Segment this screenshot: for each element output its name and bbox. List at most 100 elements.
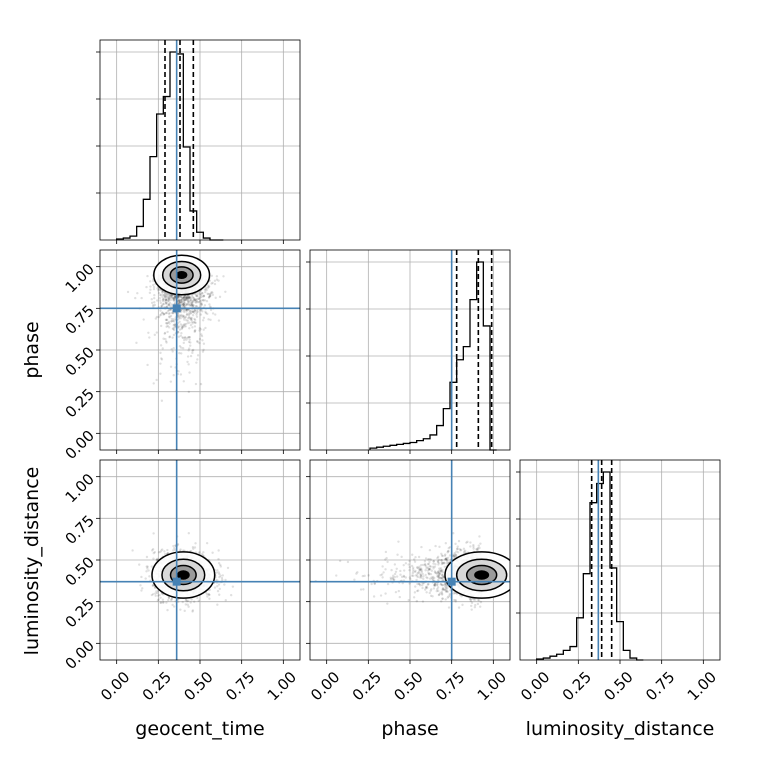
- scatter-point: [413, 570, 417, 574]
- scatter-point: [217, 549, 220, 552]
- scatter-point: [441, 588, 444, 591]
- scatter-point: [172, 297, 175, 300]
- scatter-point: [433, 565, 437, 568]
- scatter-point: [477, 544, 480, 547]
- scatter-point: [145, 570, 148, 573]
- scatter-point: [168, 322, 171, 325]
- scatter-point: [445, 558, 448, 562]
- scatter-point: [414, 569, 417, 573]
- scatter-point: [412, 558, 416, 561]
- scatter-point: [195, 361, 198, 364]
- scatter-point: [418, 565, 421, 568]
- scatter-point: [395, 575, 399, 578]
- ylabel-phase: phase: [21, 321, 43, 378]
- scatter-point: [209, 292, 213, 295]
- scatter-point: [159, 362, 162, 365]
- scatter-point: [198, 327, 202, 330]
- scatter-point: [404, 576, 408, 579]
- scatter-point: [431, 578, 435, 581]
- scatter-point: [415, 578, 418, 582]
- scatter-point: [182, 315, 186, 318]
- scatter-point: [164, 295, 167, 298]
- scatter-point: [149, 280, 152, 283]
- scatter-point: [193, 317, 196, 321]
- scatter-point: [186, 295, 189, 299]
- scatter-point: [420, 563, 423, 567]
- scatter-point: [167, 598, 170, 602]
- contour-level-3: [175, 270, 188, 280]
- scatter-point: [163, 331, 167, 335]
- scatter-point: [441, 586, 445, 590]
- scatter-point: [183, 304, 186, 308]
- truth-marker: [172, 304, 181, 313]
- scatter-point: [211, 281, 214, 285]
- scatter-point: [181, 325, 184, 328]
- scatter-point: [186, 296, 189, 300]
- scatter-point: [453, 591, 456, 595]
- scatter-point: [402, 574, 406, 578]
- scatter-point: [416, 572, 419, 575]
- scatter-point: [442, 579, 446, 582]
- scatter-point: [191, 326, 194, 329]
- scatter-point: [425, 591, 428, 594]
- scatter-point: [208, 305, 212, 308]
- scatter-point: [223, 583, 226, 586]
- scatter-point: [210, 274, 214, 278]
- scatter-point: [183, 302, 186, 305]
- scatter-point: [178, 320, 181, 324]
- scatter-point: [200, 303, 203, 306]
- scatter-point: [197, 300, 200, 304]
- scatter-point: [409, 577, 412, 581]
- y-tick-label: 0.00: [62, 637, 98, 673]
- scatter-point: [370, 582, 373, 586]
- scatter-point: [178, 299, 181, 302]
- scatter-point: [440, 576, 444, 580]
- scatter-point: [159, 550, 162, 554]
- scatter-point: [188, 295, 191, 299]
- scatter-point: [159, 351, 162, 355]
- scatter-point: [437, 593, 441, 597]
- scatter-point: [200, 333, 203, 336]
- scatter-point: [447, 546, 450, 550]
- scatter-point: [180, 301, 183, 304]
- scatter-point: [177, 295, 181, 299]
- scatter-point: [193, 546, 197, 549]
- scatter-point: [181, 336, 184, 339]
- scatter-point: [146, 567, 149, 570]
- scatter-point: [164, 301, 168, 305]
- scatter-point: [423, 563, 427, 567]
- scatter-point: [164, 299, 167, 302]
- scatter-point: [177, 325, 180, 328]
- scatter-point: [202, 342, 206, 345]
- scatter-point: [441, 568, 444, 572]
- scatter-point: [176, 295, 180, 299]
- scatter-point: [472, 543, 475, 547]
- scatter-point: [191, 310, 195, 313]
- scatter-point: [182, 323, 186, 327]
- scatter-point: [178, 301, 181, 305]
- scatter-point: [441, 561, 444, 565]
- scatter-point: [445, 557, 448, 560]
- scatter-point: [444, 586, 448, 589]
- scatter-point: [172, 346, 175, 350]
- scatter-point: [439, 592, 442, 595]
- scatter-point: [185, 296, 188, 299]
- scatter-point: [219, 565, 223, 568]
- scatter-point: [436, 560, 440, 563]
- scatter-point: [199, 293, 203, 296]
- scatter-point: [164, 302, 168, 306]
- scatter-point: [448, 594, 452, 597]
- scatter-point: [166, 309, 170, 313]
- scatter-point: [171, 336, 174, 339]
- scatter-point: [428, 560, 431, 564]
- scatter-point: [182, 296, 186, 299]
- scatter-point: [384, 558, 387, 561]
- scatter-point: [373, 582, 376, 585]
- scatter-point: [193, 311, 196, 314]
- scatter-point: [182, 302, 185, 306]
- scatter-point: [188, 321, 191, 324]
- scatter-point: [199, 301, 203, 305]
- x-tick-label: 0.50: [180, 668, 216, 704]
- scatter-point: [472, 547, 475, 550]
